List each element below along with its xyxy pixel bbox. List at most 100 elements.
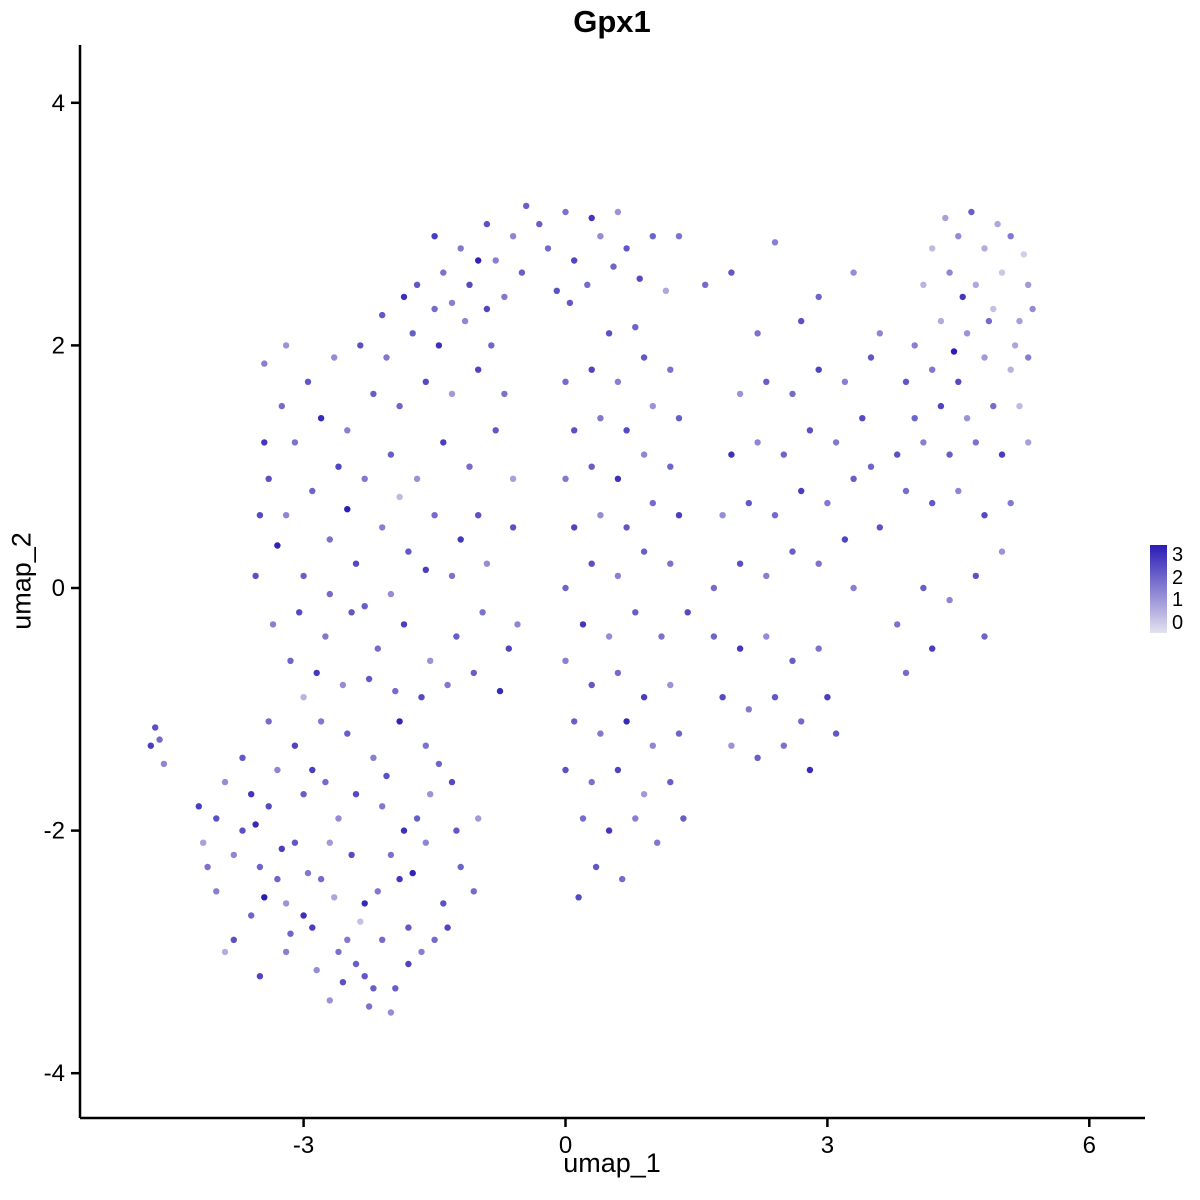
data-point bbox=[789, 548, 796, 555]
data-point bbox=[614, 766, 622, 774]
data-point bbox=[331, 894, 338, 901]
data-point bbox=[867, 463, 875, 470]
data-point bbox=[588, 681, 595, 689]
data-point bbox=[929, 499, 936, 507]
data-point bbox=[274, 542, 281, 549]
data-point bbox=[1025, 281, 1032, 288]
data-point bbox=[859, 415, 866, 422]
data-point bbox=[523, 202, 530, 210]
data-point bbox=[963, 330, 971, 337]
data-point bbox=[588, 778, 595, 786]
data-point bbox=[597, 233, 604, 240]
data-point bbox=[640, 451, 648, 458]
data-point bbox=[902, 378, 910, 385]
data-point bbox=[230, 851, 237, 859]
data-point bbox=[605, 827, 613, 834]
data-point bbox=[322, 778, 329, 786]
data-point bbox=[771, 239, 779, 246]
data-point bbox=[981, 512, 988, 519]
data-point bbox=[213, 888, 220, 895]
data-point bbox=[413, 815, 421, 822]
data-point bbox=[457, 245, 464, 252]
data-point bbox=[296, 609, 303, 616]
data-point bbox=[876, 330, 883, 337]
data-point bbox=[649, 499, 656, 507]
data-point bbox=[592, 863, 600, 871]
data-point bbox=[815, 560, 822, 567]
data-point bbox=[815, 645, 822, 652]
legend-tick-label: 3 bbox=[1172, 544, 1184, 566]
data-point bbox=[544, 245, 552, 252]
data-point bbox=[509, 475, 517, 482]
data-point bbox=[322, 633, 329, 640]
data-point bbox=[763, 572, 770, 580]
data-point bbox=[990, 305, 997, 313]
data-point bbox=[379, 524, 386, 531]
data-point bbox=[147, 742, 154, 749]
data-point bbox=[929, 366, 936, 373]
data-point bbox=[736, 645, 744, 652]
data-point bbox=[963, 415, 971, 422]
data-point bbox=[623, 427, 630, 434]
data-point bbox=[379, 936, 386, 943]
data-point bbox=[728, 742, 735, 749]
data-point bbox=[431, 512, 438, 519]
data-point bbox=[300, 791, 307, 798]
data-point bbox=[357, 342, 364, 349]
legend-tick-label: 1 bbox=[1172, 589, 1184, 612]
data-point bbox=[597, 415, 604, 422]
data-point bbox=[448, 390, 456, 398]
data-point bbox=[614, 208, 622, 216]
data-point bbox=[152, 724, 159, 731]
data-point bbox=[317, 875, 325, 883]
data-point bbox=[710, 584, 718, 592]
data-point bbox=[623, 524, 630, 531]
data-point bbox=[252, 821, 259, 828]
data-point bbox=[636, 275, 643, 282]
data-point bbox=[156, 736, 163, 743]
data-point bbox=[675, 730, 683, 737]
data-point bbox=[815, 366, 822, 373]
x-tick-label: 6 bbox=[1083, 1132, 1096, 1159]
data-point bbox=[291, 742, 299, 749]
data-point bbox=[876, 524, 883, 531]
data-point bbox=[256, 512, 264, 519]
data-point bbox=[968, 208, 975, 216]
data-point bbox=[998, 451, 1006, 458]
data-point bbox=[605, 330, 613, 337]
data-point bbox=[597, 512, 604, 519]
data-point bbox=[453, 827, 460, 834]
data-point bbox=[754, 330, 761, 337]
data-point bbox=[444, 924, 451, 931]
data-point bbox=[466, 281, 473, 288]
data-point bbox=[466, 463, 473, 470]
data-point bbox=[946, 451, 953, 458]
data-point bbox=[536, 220, 543, 228]
data-point bbox=[475, 512, 482, 519]
data-point bbox=[920, 439, 927, 446]
data-point bbox=[955, 487, 962, 495]
data-point bbox=[824, 694, 831, 701]
data-point bbox=[300, 694, 307, 701]
data-point bbox=[806, 766, 814, 774]
data-point bbox=[387, 851, 395, 859]
data-point bbox=[431, 233, 438, 240]
data-point bbox=[754, 439, 761, 446]
data-point bbox=[413, 475, 421, 482]
data-point bbox=[287, 930, 294, 937]
data-point bbox=[304, 378, 312, 385]
data-point bbox=[492, 257, 499, 264]
data-point bbox=[579, 815, 587, 822]
data-point bbox=[409, 330, 416, 337]
data-point bbox=[623, 718, 630, 725]
data-point bbox=[309, 924, 316, 931]
data-point bbox=[1029, 305, 1036, 313]
data-point bbox=[667, 366, 674, 373]
data-point bbox=[204, 863, 211, 871]
y-tick-label: 0 bbox=[52, 575, 65, 602]
data-point bbox=[728, 451, 735, 458]
data-point bbox=[448, 299, 456, 307]
data-point bbox=[278, 402, 285, 410]
data-point bbox=[684, 609, 691, 616]
